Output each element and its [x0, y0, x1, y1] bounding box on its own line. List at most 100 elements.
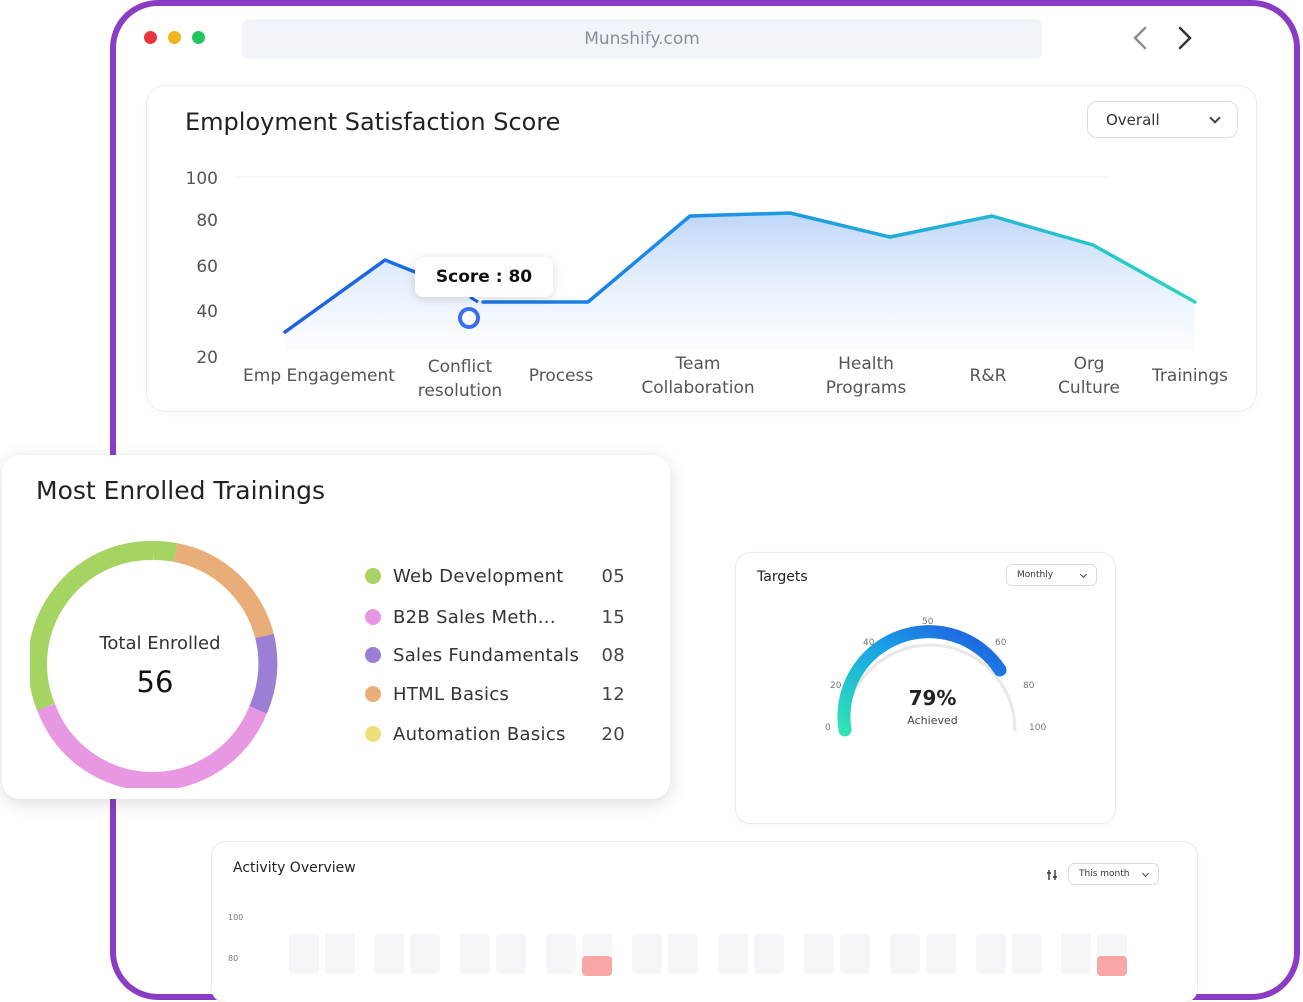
back-arrow-icon[interactable]	[1125, 22, 1155, 54]
activity-bar	[460, 934, 490, 974]
y-tick: 40	[196, 302, 218, 322]
chevron-down-icon	[1079, 570, 1088, 578]
window-close-dot[interactable]	[144, 31, 157, 44]
total-enrolled-value: 56	[136, 665, 174, 699]
enrolled-donut-chart	[30, 540, 278, 788]
activity-bar	[325, 934, 355, 974]
activity-bar	[374, 934, 404, 974]
x-label-line: Culture	[1058, 378, 1120, 398]
enrolled-trainings-card	[2, 455, 670, 799]
x-label-line: Trainings	[1152, 366, 1228, 386]
x-label-line: Process	[528, 366, 594, 386]
donut-slice-b2b-sales	[37, 703, 267, 788]
activity-bar	[718, 934, 748, 974]
activity-y-tick: 80	[228, 954, 239, 963]
targets-filter-select[interactable]: Monthly	[1006, 564, 1097, 586]
gauge-progress	[837, 625, 1007, 737]
address-bar[interactable]: Munshify.com	[242, 19, 1042, 59]
activity-bar	[1012, 934, 1042, 974]
activity-card	[212, 842, 1197, 1002]
x-label-line: R&R	[969, 366, 1007, 386]
activity-bar	[496, 934, 526, 974]
legend-value: 20	[601, 723, 625, 745]
legend-label: Automation Basics	[393, 723, 566, 745]
gauge-tick: 50	[922, 617, 934, 627]
targets-filter-value: Monthly	[1017, 570, 1054, 580]
legend-value: 08	[601, 644, 625, 666]
legend-value: 05	[601, 565, 625, 587]
legend-label: B2B Sales Meth...	[393, 606, 556, 628]
targets-title: Targets	[757, 569, 808, 585]
legend-item: Automation Basics 20	[365, 722, 625, 746]
activity-bar	[890, 934, 920, 974]
legend-item: B2B Sales Meth... 15	[365, 605, 625, 629]
activity-bar	[976, 934, 1006, 974]
activity-bar	[754, 934, 784, 974]
legend-label: Sales Fundamentals	[393, 644, 580, 666]
satisfaction-title: Employment Satisfaction Score	[185, 108, 561, 136]
x-label: Team Collaboration	[628, 352, 768, 400]
x-label: R&R	[948, 364, 1028, 388]
total-enrolled-label: Total Enrolled	[99, 633, 221, 654]
x-label: Emp Engagement	[236, 364, 402, 388]
x-label-line: Org	[1073, 354, 1105, 374]
legend-dot	[365, 609, 381, 625]
donut-slice-sales-fundamentals	[249, 633, 278, 714]
active-point	[458, 307, 480, 329]
activity-bar	[1061, 934, 1091, 974]
gauge-tick: 20	[830, 681, 842, 691]
legend-item: Web Development 05	[365, 564, 625, 588]
area-fill	[285, 213, 1195, 350]
targets-gauge	[837, 625, 1017, 737]
x-label: Trainings	[1140, 364, 1240, 388]
score-tooltip: Score : 80	[415, 257, 553, 297]
legend-item: HTML Basics 12	[365, 682, 625, 706]
satisfaction-filter-value: Overall	[1106, 110, 1160, 129]
gauge-tick: 100	[1029, 723, 1047, 733]
x-label-line: Team	[675, 354, 721, 374]
x-label-line: Conflict	[427, 357, 493, 377]
legend-value: 15	[601, 606, 625, 628]
activity-bar	[289, 934, 319, 974]
enrolled-trainings-title: Most Enrolled Trainings	[36, 476, 326, 505]
forward-arrow-icon[interactable]	[1170, 22, 1200, 54]
window-maximize-dot[interactable]	[192, 31, 205, 44]
activity-bar	[840, 934, 870, 974]
legend-value: 12	[601, 683, 625, 705]
activity-bar	[632, 934, 662, 974]
satisfaction-chart	[236, 176, 1197, 350]
x-label: Org Culture	[1039, 352, 1139, 400]
x-label: Health Programs	[806, 352, 926, 400]
y-tick: 80	[196, 211, 218, 231]
donut-slice-web-development	[153, 540, 178, 562]
activity-bar	[668, 934, 698, 974]
gauge-tick: 80	[1023, 681, 1035, 691]
legend-dot	[365, 686, 381, 702]
activity-bar-highlight	[1097, 956, 1127, 976]
x-label-line: Health	[838, 354, 894, 374]
activity-bar-highlight	[582, 956, 612, 976]
x-label: Process	[511, 364, 611, 388]
satisfaction-filter-select[interactable]: Overall	[1087, 101, 1238, 138]
targets-value: 79%	[908, 686, 957, 710]
window-minimize-dot[interactable]	[168, 31, 181, 44]
activity-y-tick: 100	[228, 913, 244, 922]
x-label-line: resolution	[417, 381, 503, 401]
y-tick: 20	[196, 348, 218, 368]
activity-title: Activity Overview	[233, 860, 356, 876]
activity-filter-select[interactable]: This month	[1068, 863, 1159, 885]
chevron-down-icon	[1141, 869, 1150, 877]
filter-settings-icon[interactable]	[1045, 867, 1059, 881]
gauge-tick: 40	[863, 638, 875, 648]
targets-card	[736, 553, 1115, 823]
x-label-line: Emp Engagement	[243, 366, 395, 386]
gauge-tick: 60	[995, 638, 1007, 648]
legend-dot	[365, 726, 381, 742]
activity-bar	[546, 934, 576, 974]
x-label-line: Programs	[825, 378, 907, 398]
tooltip-pointer	[469, 295, 479, 304]
activity-bar	[804, 934, 834, 974]
donut-slice-html-basics	[173, 543, 274, 639]
legend-dot	[365, 647, 381, 663]
legend-item: Sales Fundamentals 08	[365, 643, 625, 667]
